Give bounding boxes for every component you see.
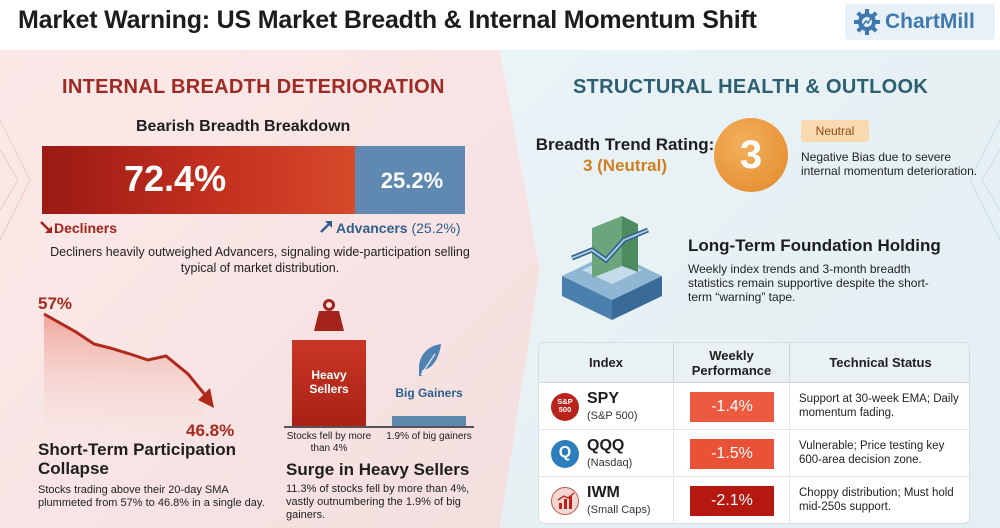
advancers-label-name: Advancers — [336, 220, 408, 236]
decliners-label: Decliners — [54, 220, 118, 236]
sp500-icon: S&P 500 — [551, 393, 579, 421]
weekly-performance: -2.1% — [690, 486, 774, 516]
foundation-chart-icon — [562, 216, 662, 320]
smallcap-chart-icon — [551, 487, 579, 515]
decliners-bar — [42, 146, 355, 214]
section-title-outlook: STRUCTURAL HEALTH & OUTLOOK — [573, 76, 929, 98]
decorative-lines-left — [0, 119, 31, 241]
advancers-label-pct: (25.2%) — [407, 220, 461, 236]
logo-text: ChartMill — [885, 10, 975, 33]
advancers-bar — [355, 146, 465, 214]
weekly-performance: -1.4% — [690, 392, 774, 422]
feather-icon — [419, 344, 441, 376]
table-header-performance: Weekly Performance — [673, 343, 789, 383]
technical-status: Vulnerable; Price testing key 600-area d… — [799, 440, 945, 466]
page-title: Market Warning: US Market Breadth & Inte… — [18, 6, 757, 34]
weight-icon — [314, 299, 344, 331]
bars-baseline — [284, 426, 474, 428]
table-header-index: Index — [539, 343, 673, 383]
advancers-value: 25.2% — [380, 168, 444, 193]
nasdaq-icon: Q — [551, 440, 579, 468]
column-divider — [789, 431, 790, 476]
heavy-sellers-bar — [292, 340, 366, 426]
surge-text: 11.3% of stocks fell by more than 4%, va… — [286, 483, 470, 521]
index-subtitle: (S&P 500) — [587, 410, 638, 422]
gear-icon — [854, 9, 880, 35]
index-subtitle: (Nasdaq) — [587, 457, 633, 469]
column-divider — [673, 431, 674, 476]
index-table: Index Weekly Performance Technical Statu… — [538, 342, 970, 524]
foundation-title: Long-Term Foundation Holding — [688, 236, 941, 255]
index-name: QQQ — [587, 437, 625, 454]
trend-rating-value: 3 (Neutral) — [582, 156, 668, 175]
column-divider — [673, 478, 674, 523]
big-gainers-bar — [392, 416, 466, 426]
table-row: S&P 500 SPY (S&P 500) -1.4% Support at 3… — [539, 384, 969, 430]
advancers-label: Advancers (25.2%) — [336, 220, 461, 236]
arrow-up-right-icon — [320, 221, 332, 233]
section-title-breadth: INTERNAL BREADTH DETERIORATION — [62, 76, 445, 98]
participation-area — [44, 314, 206, 442]
participation-text: Stocks trading above their 20-day SMA pl… — [38, 484, 265, 509]
column-divider — [789, 478, 790, 523]
nasdaq-icon-text: Q — [558, 444, 572, 461]
trend-rating-label: Breadth Trend Rating: 3 (Neutral) — [520, 134, 730, 176]
participation-end-label: 46.8% — [186, 421, 235, 440]
index-name: SPY — [587, 390, 620, 407]
participation-decline-chart — [43, 312, 214, 442]
left-panel — [0, 50, 540, 528]
breadth-note: Decliners heavily outweighed Advancers, … — [50, 245, 470, 275]
surge-title: Surge in Heavy Sellers — [286, 460, 470, 479]
rating-description: Negative Bias due to severe internal mom… — [801, 150, 978, 178]
heavy-sellers-label: Heavy Sellers — [309, 368, 349, 396]
table-row: IWM (Small Caps) -2.1% Choppy distributi… — [539, 478, 969, 523]
header: Market Warning: US Market Breadth & Inte… — [0, 0, 1000, 46]
decorative-lines-right — [969, 119, 1000, 241]
index-name: IWM — [587, 484, 620, 501]
rating-circle: 3 — [714, 118, 788, 192]
neutral-badge: Neutral — [801, 120, 869, 142]
bar-chart-icon — [557, 492, 575, 509]
table-header-status: Technical Status — [789, 343, 969, 383]
participation-title: Short-Term Participation Collapse — [38, 440, 237, 478]
participation-arrowhead — [198, 388, 214, 408]
decliners-value: 72.4% — [124, 158, 227, 199]
participation-start-label: 57% — [38, 294, 73, 313]
foundation-text: Weekly index trends and 3-month breadth … — [688, 262, 929, 304]
column-divider — [789, 384, 790, 429]
column-divider — [673, 384, 674, 429]
table-row: Q QQQ (Nasdaq) -1.5% Vulnerable; Price t… — [539, 431, 969, 477]
heavy-sellers-caption: Stocks fell by more than 4% — [286, 431, 372, 454]
participation-line — [43, 312, 208, 397]
arrow-down-right-icon — [40, 221, 52, 233]
index-subtitle: (Small Caps) — [587, 504, 651, 516]
big-gainers-label: Big Gainers — [395, 386, 463, 400]
trend-rating-text: Breadth Trend Rating: — [535, 135, 715, 154]
weekly-performance: -1.5% — [690, 439, 774, 469]
big-gainers-caption: 1.9% of big gainers — [386, 431, 472, 442]
technical-status: Support at 30-week EMA; Daily momentum f… — [799, 393, 959, 419]
chartmill-logo[interactable]: ChartMill — [845, 4, 995, 40]
technical-status: Choppy distribution; Must hold mid-250s … — [799, 487, 954, 513]
breadth-title: Bearish Breadth Breakdown — [136, 118, 351, 135]
sp500-icon-text: S&P 500 — [557, 397, 573, 414]
